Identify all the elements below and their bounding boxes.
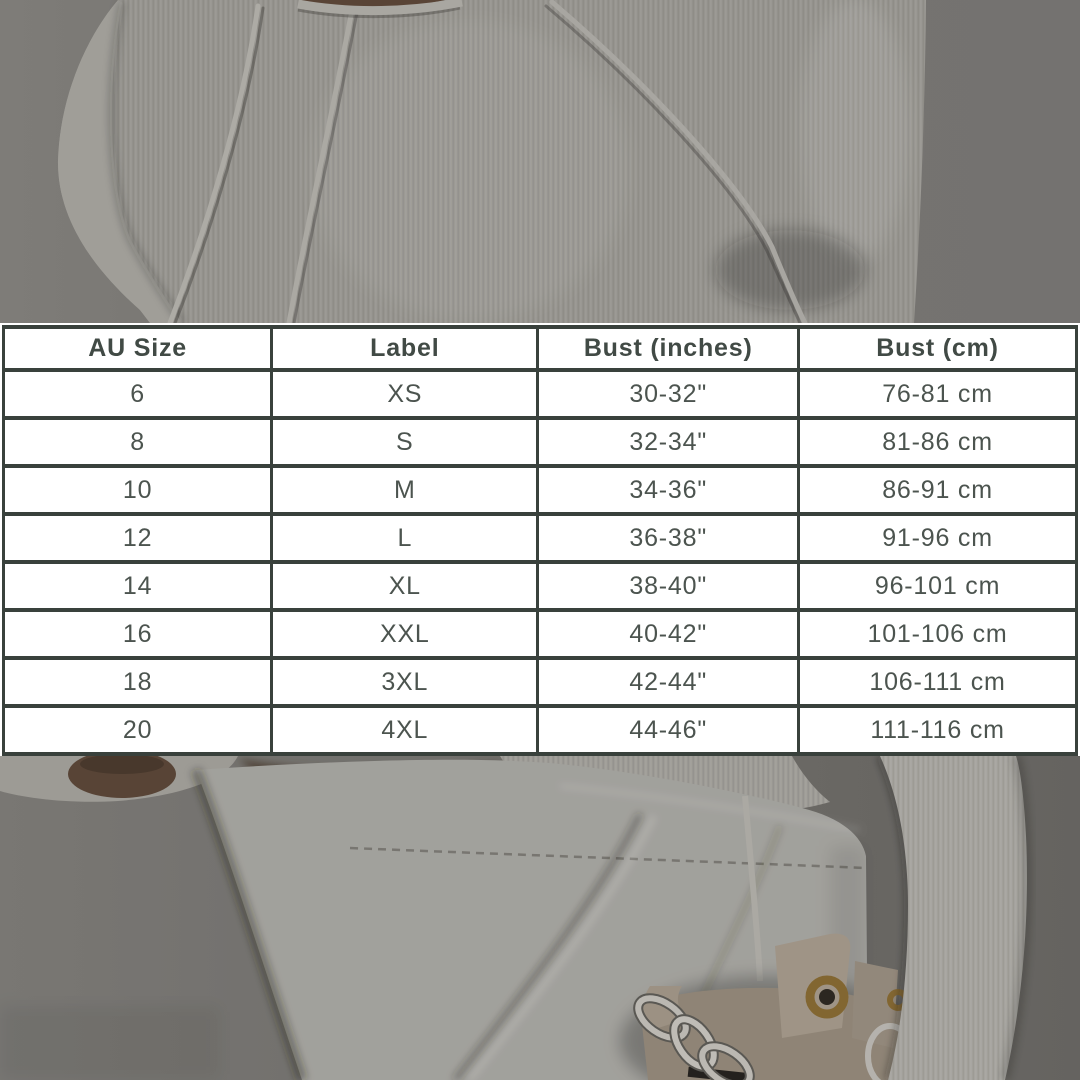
table-cell: 34-36" — [536, 464, 801, 516]
table-row: 18 3XL 42-44" 106-111 cm — [1, 656, 1078, 708]
table-cell: XXL — [270, 608, 540, 660]
table-cell: 20 — [1, 704, 274, 756]
table-cell: 6 — [1, 368, 274, 420]
table-cell: 4XL — [270, 704, 540, 756]
dim-overlay — [0, 756, 1080, 1080]
table-header-row: AU Size Label Bust (inches) Bust (cm) — [1, 325, 1078, 372]
table-cell: 12 — [1, 512, 274, 564]
table-cell: 91-96 cm — [797, 512, 1078, 564]
table-cell: 32-34" — [536, 416, 801, 468]
table-row: 8 S 32-34" 81-86 cm — [1, 416, 1078, 468]
table-cell: 111-116 cm — [797, 704, 1078, 756]
table-cell: M — [270, 464, 540, 516]
table-cell: S — [270, 416, 540, 468]
table-cell: 8 — [1, 416, 274, 468]
column-header-bust-inches: Bust (inches) — [536, 325, 801, 372]
table-row: 12 L 36-38" 91-96 cm — [1, 512, 1078, 564]
table-cell: 106-111 cm — [797, 656, 1078, 708]
ribbed-sleeve-arm — [876, 756, 1033, 1080]
table-row: 14 XL 38-40" 96-101 cm — [1, 560, 1078, 612]
table-cell: 101-106 cm — [797, 608, 1078, 660]
model-top-garment — [57, 0, 927, 323]
table-cell: XL — [270, 560, 540, 612]
photo-bottom-model-skirt — [0, 756, 1080, 1080]
table-cell: 3XL — [270, 656, 540, 708]
table-row: 16 XXL 40-42" 101-106 cm — [1, 608, 1078, 660]
table-cell: 10 — [1, 464, 274, 516]
column-header-au-size: AU Size — [1, 325, 274, 372]
table-cell: 76-81 cm — [797, 368, 1078, 420]
table-cell: 81-86 cm — [797, 416, 1078, 468]
exposed-seam-lines — [167, 0, 808, 323]
bag-strap-cord — [742, 795, 763, 982]
table-cell: 96-101 cm — [797, 560, 1078, 612]
table-cell: 40-42" — [536, 608, 801, 660]
table-cell: 38-40" — [536, 560, 801, 612]
table-cell: 42-44" — [536, 656, 801, 708]
table-cell: XS — [270, 368, 540, 420]
model-hand — [68, 756, 176, 798]
neckline — [297, 0, 463, 19]
table-body: 6 XS 30-32" 76-81 cm 8 S 32-34" 81-86 cm 10 M 34-3… — [1, 368, 1078, 756]
column-header-bust-cm: Bust (cm) — [797, 325, 1078, 372]
photo-top-model-torso — [0, 0, 1080, 323]
floor-shadow — [0, 1006, 220, 1080]
gold-grommet — [805, 975, 849, 1019]
waistband-stitching — [349, 846, 867, 870]
table-cell: 18 — [1, 656, 274, 708]
table-cell: 14 — [1, 560, 274, 612]
table-row: 10 M 34-36" 86-91 cm — [1, 464, 1078, 516]
table-cell: L — [270, 512, 540, 564]
table-cell: 36-38" — [536, 512, 801, 564]
table-cell: 44-46" — [536, 704, 801, 756]
table-row: 20 4XL 44-46" 111-116 cm — [1, 704, 1078, 756]
table-cell: 16 — [1, 608, 274, 660]
dim-overlay — [0, 0, 1080, 323]
table-cell: 86-91 cm — [797, 464, 1078, 516]
table-row: 6 XS 30-32" 76-81 cm — [1, 368, 1078, 420]
table-cell: 30-32" — [536, 368, 801, 420]
column-header-label: Label — [270, 325, 540, 372]
